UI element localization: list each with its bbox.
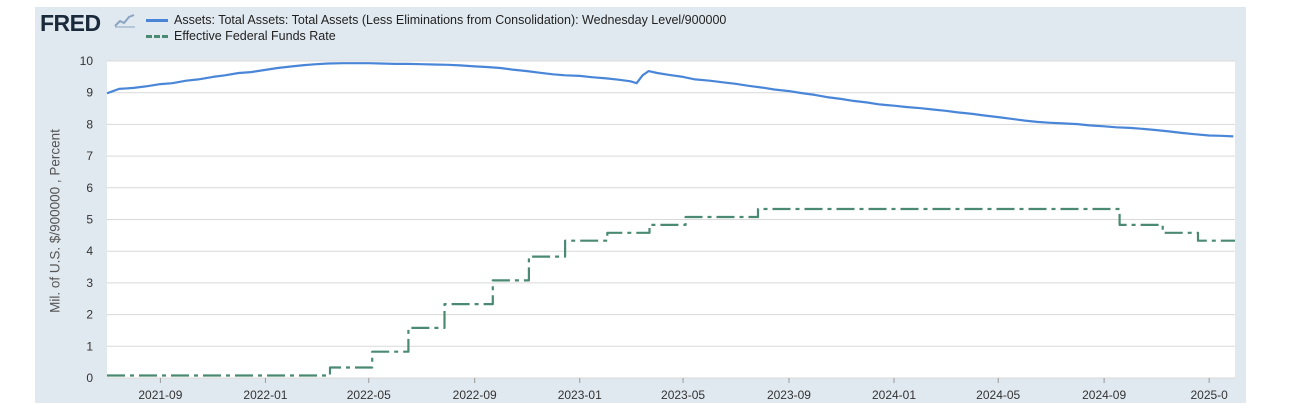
- y-tick-label: 7: [86, 149, 93, 163]
- x-tick-label: 2025-0: [1190, 388, 1228, 402]
- legend-label-fed-funds: Effective Federal Funds Rate: [174, 29, 336, 43]
- y-tick-label: 0: [86, 371, 93, 385]
- y-tick-label: 10: [80, 54, 94, 68]
- y-tick-label: 8: [86, 117, 93, 131]
- x-tick-label: 2023-09: [767, 388, 811, 402]
- x-tick-label: 2021-09: [138, 388, 182, 402]
- x-tick-label: 2022-05: [347, 388, 391, 402]
- x-axis-ticks: 2021-09 2022-01 2022-05 2022-09 2023-01 2023-…: [138, 378, 1228, 402]
- x-tick-label: 2023-01: [558, 388, 602, 402]
- x-tick-label: 2024-05: [976, 388, 1020, 402]
- x-tick-label: 2022-01: [243, 388, 287, 402]
- legend-label-assets: Assets: Total Assets: Total Assets (Less…: [174, 13, 727, 27]
- grid-lines: [107, 60, 1235, 379]
- legend-swatch-solid: [146, 18, 168, 22]
- y-tick-label: 3: [86, 276, 93, 290]
- y-tick-label: 2: [86, 308, 93, 322]
- y-tick-label: 5: [86, 213, 93, 227]
- y-tick-label: 4: [86, 244, 93, 258]
- x-tick-label: 2023-05: [661, 388, 705, 402]
- legend-item-fed-funds[interactable]: Effective Federal Funds Rate: [146, 28, 336, 44]
- x-tick-label: 2024-01: [872, 388, 916, 402]
- y-tick-label: 1: [86, 339, 93, 353]
- legend-swatch-dashed: [146, 34, 168, 38]
- series-line-assets[interactable]: [106, 62, 1234, 138]
- x-tick-label: 2022-09: [453, 388, 497, 402]
- chart-graph-icon: [114, 14, 135, 28]
- y-tick-label: 6: [86, 181, 93, 195]
- y-axis-ticks: 0 1 2 3 4 5 6 7 8 9 10: [80, 54, 94, 385]
- series-layer: [106, 62, 1235, 377]
- fred-logo[interactable]: FRED: [40, 10, 101, 36]
- y-tick-label: 9: [86, 86, 93, 100]
- series-line-fed-funds[interactable]: [107, 207, 1235, 377]
- legend-item-assets[interactable]: Assets: Total Assets: Total Assets (Less…: [146, 12, 726, 28]
- x-tick-label: 2024-09: [1082, 388, 1126, 402]
